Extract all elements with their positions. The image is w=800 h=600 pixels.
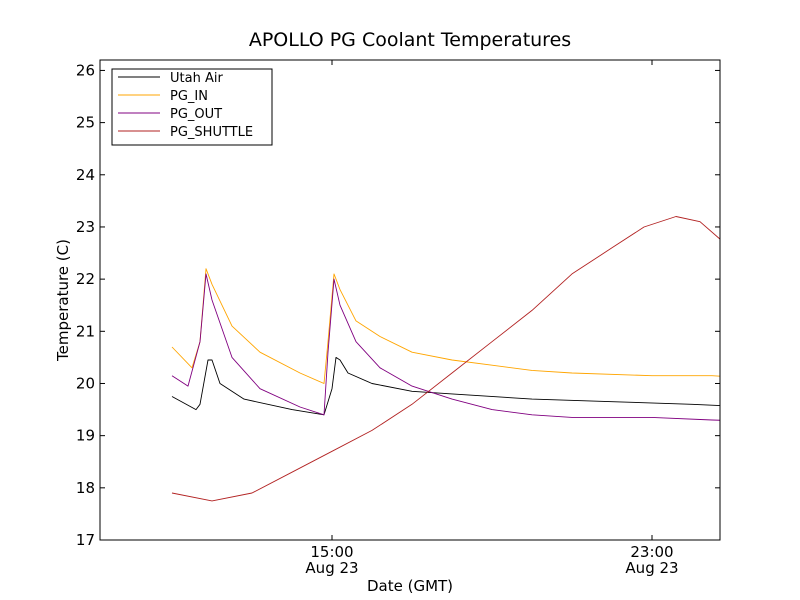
series-line-pg-shuttle <box>171 216 720 502</box>
chart-title: APOLLO PG Coolant Temperatures <box>249 29 571 51</box>
series-line-utah-air <box>171 356 720 416</box>
y-tick-label: 24 <box>76 166 95 184</box>
y-tick-label: 22 <box>76 270 95 288</box>
x-tick-label-date: Aug 23 <box>305 559 358 577</box>
y-tick-label: 26 <box>76 61 95 79</box>
y-axis-label: Temperature (C) <box>54 239 72 362</box>
y-tick-label: 18 <box>76 479 95 497</box>
plot-frame <box>99 59 721 541</box>
y-tick-label: 17 <box>76 531 95 549</box>
series-layer <box>171 216 720 502</box>
legend-label: PG_OUT <box>170 107 222 122</box>
x-tick-label-time: 23:00 <box>630 543 673 561</box>
y-tick-label: 21 <box>76 322 95 340</box>
y-tick-label: 20 <box>76 374 95 392</box>
y-tick-label: 23 <box>76 218 95 236</box>
legend-box <box>111 68 273 146</box>
series-line-pg-in <box>171 268 720 384</box>
series-line-pg-out <box>171 273 720 421</box>
x-tick-label-time: 15:00 <box>310 543 353 561</box>
legend-label: PG_IN <box>170 89 208 104</box>
legend-label: PG_SHUTTLE <box>170 125 253 140</box>
y-tick-label: 19 <box>76 427 95 445</box>
y-tick-label: 25 <box>76 114 95 132</box>
legend: Utah Air PG_IN PG_OUT PG_SHUTTLE <box>111 68 273 146</box>
x-axis-label: Date (GMT) <box>367 577 453 595</box>
legend-label: Utah Air <box>170 71 223 86</box>
x-tick-label-date: Aug 23 <box>625 559 678 577</box>
